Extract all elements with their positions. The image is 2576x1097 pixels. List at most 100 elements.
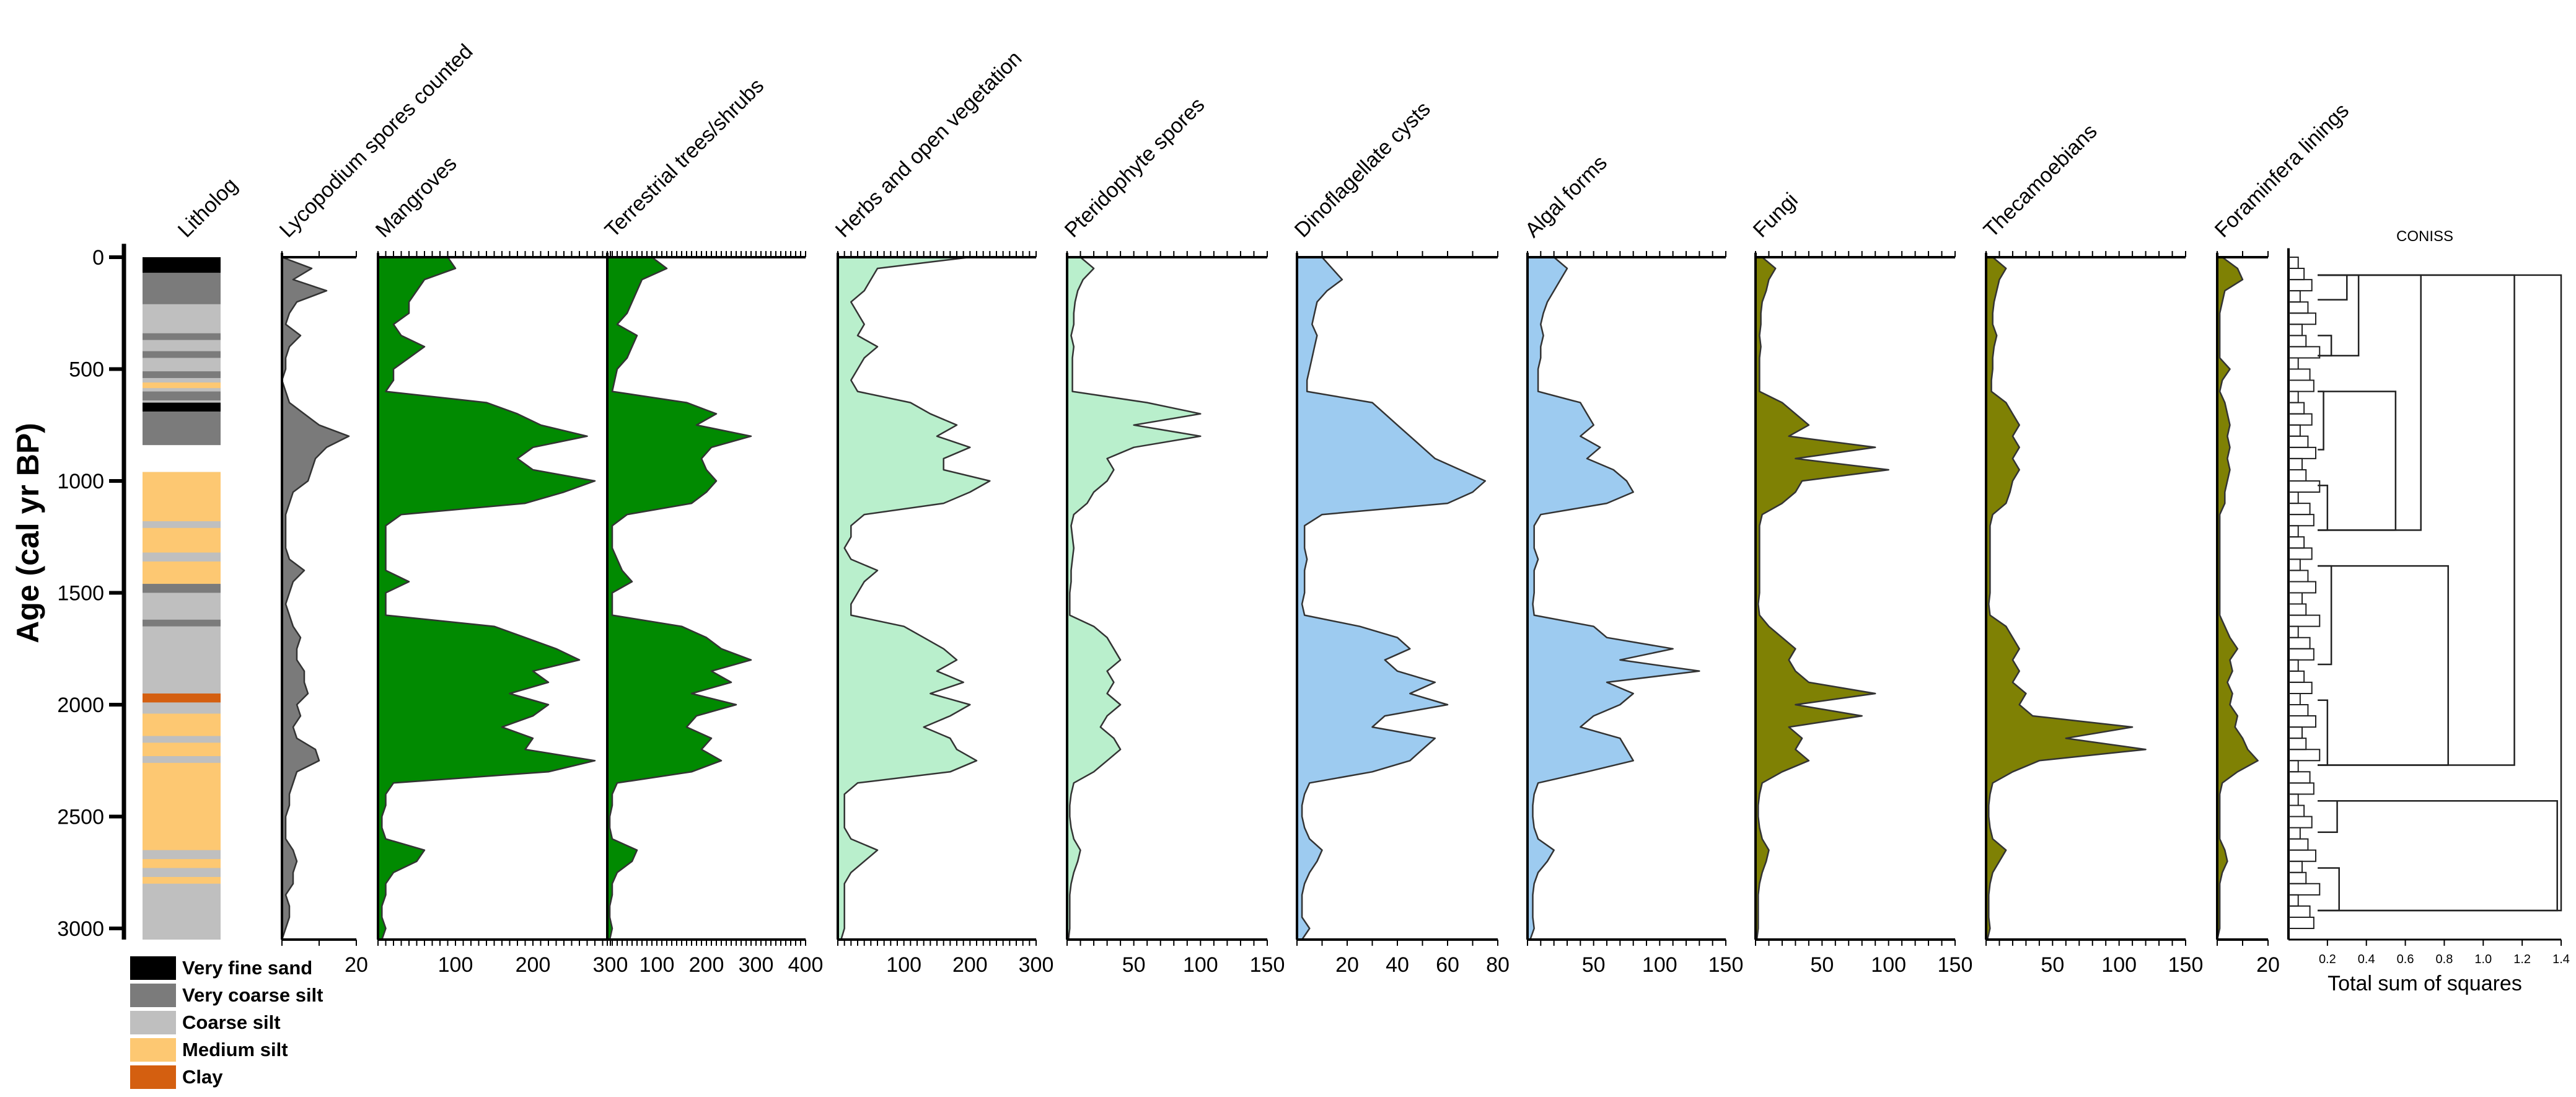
litholog-unit (143, 713, 221, 736)
coniss-leaf-branch (2288, 279, 2313, 292)
coniss-branch (2318, 274, 2562, 912)
coniss-leaf-branch (2288, 570, 2309, 583)
coniss-leaf-branch (2288, 659, 2299, 672)
legend-item: Clay (130, 1064, 378, 1091)
taxon-panel: 100 200 300 Mangroves (371, 152, 628, 977)
panel-tick-label: 100 (640, 953, 675, 977)
age-tick-label: 2000 (57, 694, 104, 717)
coniss-leaf-branch (2288, 335, 2307, 348)
panel-tick-label: 150 (1708, 953, 1744, 977)
coniss-leaf-branch (2288, 379, 2314, 392)
legend-item: Medium silt (130, 1036, 378, 1064)
taxon-panel: 20 40 60 80 Dinoflagellate cysts (1290, 97, 1510, 977)
taxon-curve (1754, 256, 1889, 941)
panel-tick-label: 300 (1019, 953, 1054, 977)
coniss-leaf-branch (2288, 916, 2314, 929)
panel-tick-label: 200 (516, 953, 551, 977)
legend-item: Very fine sand (130, 954, 378, 982)
legend-swatch (130, 1011, 176, 1034)
coniss-tick-label: 1.0 (2474, 953, 2492, 966)
panel-tick-label: 80 (1486, 953, 1510, 977)
coniss-leaf-branch (2288, 480, 2321, 493)
coniss-leaf-branch (2288, 905, 2311, 918)
litholog-unit (143, 584, 221, 593)
taxon-title: Algal forms (1521, 151, 1612, 242)
litholog-unit (143, 445, 221, 472)
coniss-leaf-branch (2288, 838, 2309, 851)
taxon-title: Dinoflagellate cysts (1290, 97, 1435, 242)
taxon-title: Thecamoebians (1979, 120, 2102, 242)
coniss-leaf-branch (2288, 357, 2299, 370)
coniss-leaf-branch (2288, 670, 2305, 683)
legend-swatch (130, 984, 176, 1007)
coniss-leaf-branch (2288, 491, 2299, 504)
coniss-leaf-branch (2288, 503, 2311, 516)
coniss-leaf-branch (2288, 648, 2314, 661)
coniss-leaf-branch (2288, 681, 2313, 694)
coniss-branch (2318, 565, 2449, 766)
taxon-title: Foraminfera linings (2210, 99, 2354, 242)
taxon-panel: 50 100 150 Thecamoebians (1979, 120, 2204, 977)
litholog-unit (143, 472, 221, 521)
coniss-tick-label: 0.8 (2436, 953, 2453, 966)
legend-swatch (130, 1065, 176, 1089)
legend-item: Very coarse silt (130, 982, 378, 1009)
coniss-branch (2318, 390, 2397, 531)
coniss-tick-label: 0.2 (2319, 953, 2336, 966)
age-tick-label: 500 (69, 358, 104, 382)
coniss-leaf-branch (2288, 704, 2309, 717)
coniss-leaf-branch (2288, 771, 2311, 784)
litholog-unit (143, 257, 221, 273)
coniss-leaf-branch (2288, 268, 2305, 281)
panel-tick-label: 50 (2041, 953, 2064, 977)
coniss-leaf-branch (2288, 614, 2321, 627)
litholog-unit (143, 527, 221, 553)
panel-tick-label: 20 (1335, 953, 1359, 977)
taxon-curve (1066, 256, 1202, 941)
coniss-tick-label: 1.2 (2513, 953, 2531, 966)
coniss-dendrogram: CONISS 0.2 0.4 0.6 0.8 1.0 1.2 1.4 Total sum of … (2287, 228, 2570, 995)
taxon-curve (281, 256, 350, 941)
panel-tick-label: 100 (886, 953, 921, 977)
age-tick-label: 3000 (57, 917, 104, 941)
age-axis: 0 500 1000 1500 2000 2500 3000 (57, 244, 126, 941)
panel-tick-label: 50 (1810, 953, 1834, 977)
coniss-leaf-branch (2288, 536, 2305, 549)
taxa-panels: 20 Lycopodium spores counted 100 200 300 Mang… (275, 40, 2354, 977)
age-tick-label: 2500 (57, 806, 104, 829)
panel-tick-label: 60 (1436, 953, 1459, 977)
coniss-leaf-branch (2288, 457, 2303, 470)
coniss-leaf-branch (2288, 883, 2321, 896)
taxon-title: Herbs and open vegetation (831, 46, 1027, 242)
legend-label: Very fine sand (182, 957, 313, 979)
taxon-curve (1985, 256, 2147, 941)
coniss-leaf-branch (2288, 346, 2321, 359)
taxon-curve (1296, 256, 1487, 941)
coniss-leaf-branch (2288, 324, 2303, 337)
taxon-curve (2216, 256, 2259, 941)
age-tick-label: 1500 (57, 582, 104, 606)
taxon-panel: 100 200 300 400 Terrestrial trees/shrubs (600, 74, 824, 977)
panel-tick-label: 100 (1183, 953, 1218, 977)
panel-tick-label: 150 (1250, 953, 1285, 977)
legend-swatch (130, 956, 176, 980)
coniss-leaf-branch (2288, 290, 2301, 303)
panel-tick-label: 100 (2101, 953, 2137, 977)
legend-label: Clay (182, 1066, 223, 1088)
coniss-leaf-branch (2288, 446, 2316, 459)
coniss-leaf-branch (2288, 469, 2307, 482)
panel-tick-label: 50 (1122, 953, 1146, 977)
taxon-title: Terrestrial trees/shrubs (600, 74, 768, 242)
coniss-leaf-branch (2288, 514, 2314, 527)
coniss-leaf-branch (2288, 738, 2307, 751)
coniss-leaf-branch (2288, 749, 2321, 762)
coniss-leaf-branch (2288, 603, 2307, 616)
litholog-unit (143, 412, 221, 446)
coniss-leaf-branch (2288, 592, 2303, 605)
coniss-branch (2318, 390, 2324, 451)
coniss-leaf-branch (2288, 715, 2316, 728)
litholog-column: Litholog (143, 174, 242, 940)
coniss-leaf-branch (2288, 312, 2316, 325)
panel-tick-label: 100 (438, 953, 473, 977)
